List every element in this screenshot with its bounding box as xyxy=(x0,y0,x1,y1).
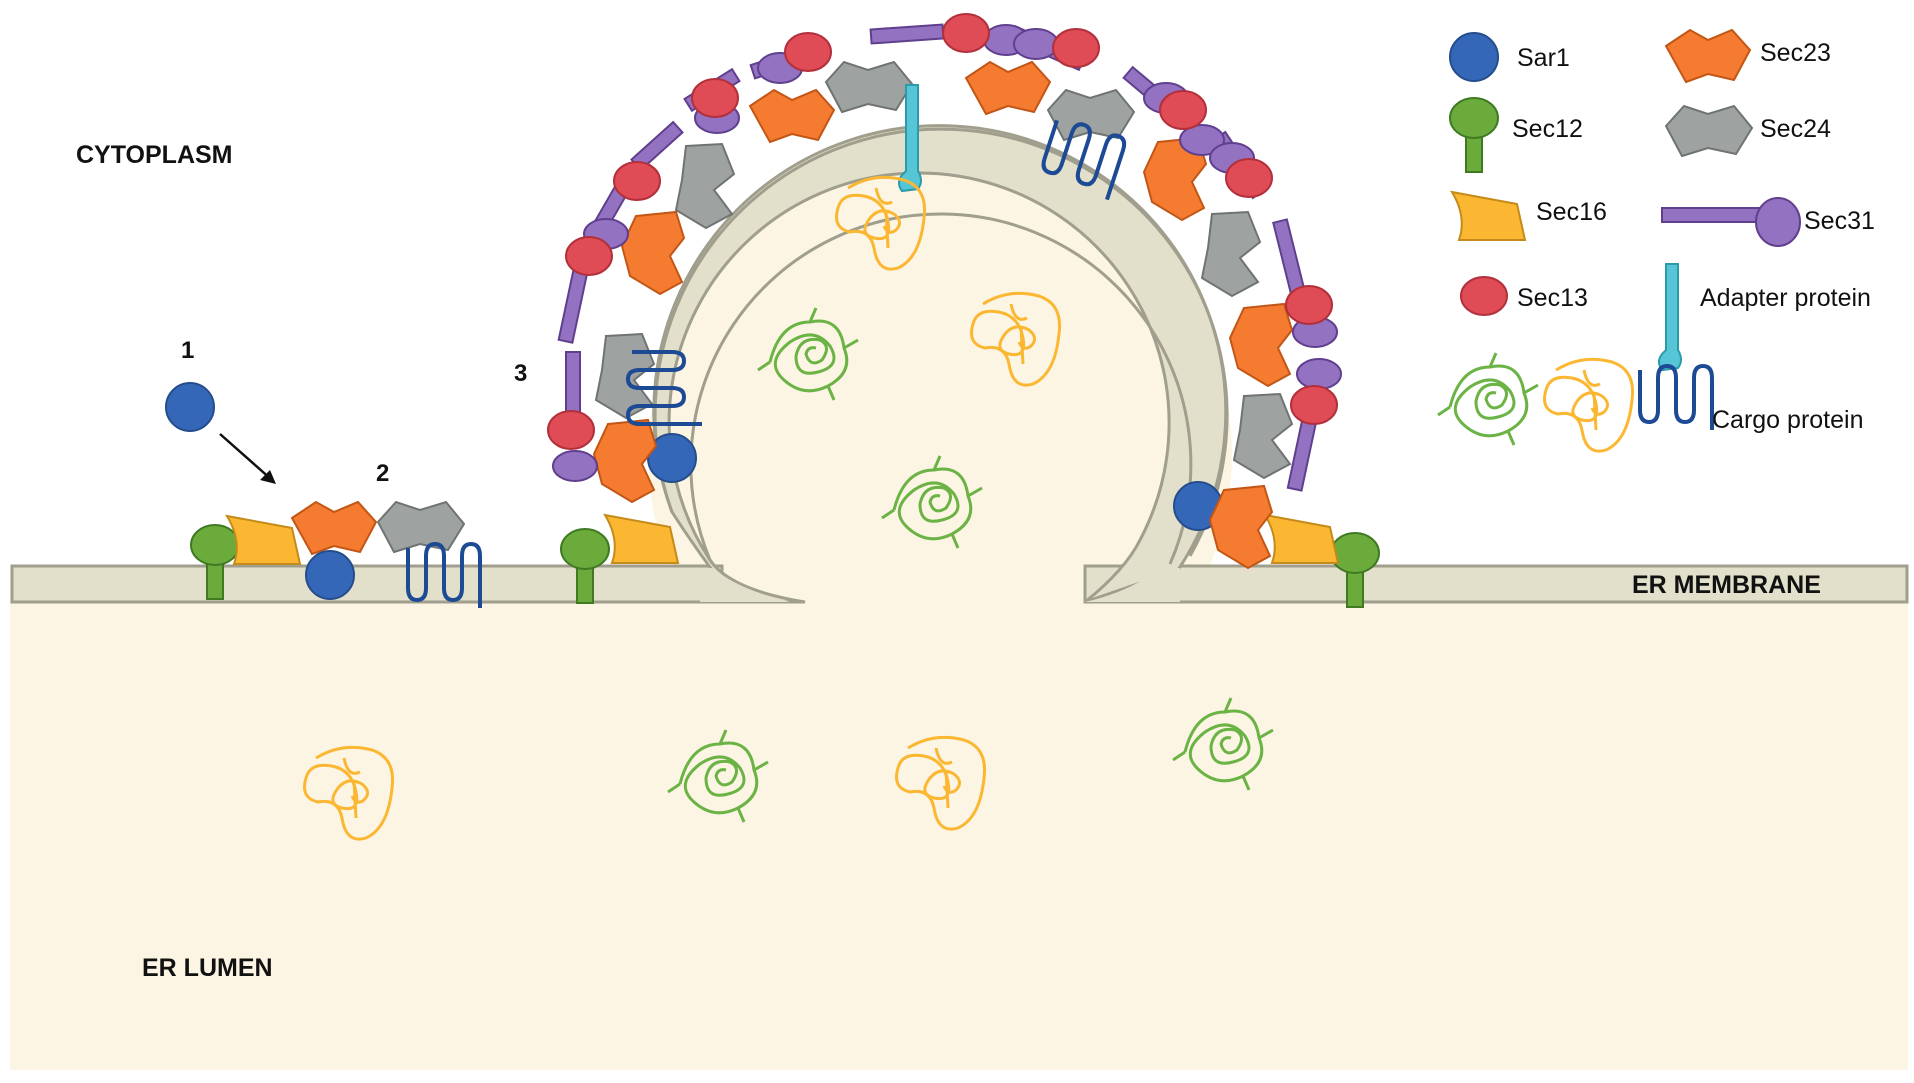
sec23-bud xyxy=(1229,303,1293,387)
sec23-bud xyxy=(749,89,835,143)
step-1-label: 1 xyxy=(181,337,194,364)
sec23-icon xyxy=(1665,29,1751,83)
step-2-label: 2 xyxy=(376,460,389,487)
legend: Sar1 Sec12 Sec16 Sec13 Sec23 Sec24 Sec31… xyxy=(1436,29,1875,453)
sec24-bud xyxy=(825,61,913,113)
recruitment-arrow xyxy=(219,433,276,484)
legend-sec24-label: Sec24 xyxy=(1760,115,1831,143)
legend-sec31-label: Sec31 xyxy=(1804,207,1875,235)
sec23-bud xyxy=(1209,485,1273,569)
sec31-icon xyxy=(1661,197,1801,247)
sec23-step2 xyxy=(291,501,377,555)
sec24-bud xyxy=(1201,211,1261,297)
sec24-bud xyxy=(1233,393,1293,479)
sec23-bud xyxy=(593,419,657,503)
bud-membrane xyxy=(652,124,1228,604)
legend-cargo-label: Cargo protein xyxy=(1712,406,1863,434)
er-lumen-label: ER LUMEN xyxy=(142,954,273,982)
er-membrane-label: ER MEMBRANE xyxy=(1632,571,1821,599)
adapter-protein-icon xyxy=(1658,263,1682,371)
legend-sec12-label: Sec12 xyxy=(1512,115,1583,143)
legend-adapter-label: Adapter protein xyxy=(1700,284,1871,312)
sec16-bud-right xyxy=(1264,514,1339,564)
sec23-bud xyxy=(621,211,685,295)
sec13-icon xyxy=(1460,276,1508,316)
sec12-icon xyxy=(1449,97,1499,173)
er-membrane-left xyxy=(10,564,724,604)
cargo-yellow-icon xyxy=(1543,357,1635,453)
sec23-bud xyxy=(965,61,1051,115)
sec24-bud xyxy=(675,143,735,229)
cytoplasm-label: CYTOPLASM xyxy=(76,141,233,169)
legend-sec16-label: Sec16 xyxy=(1536,198,1607,226)
legend-sec13-label: Sec13 xyxy=(1517,284,1588,312)
cargo-green-icon xyxy=(1436,351,1540,447)
sec24-icon xyxy=(1665,105,1753,157)
legend-sec23-label: Sec23 xyxy=(1760,39,1831,67)
sec16-icon xyxy=(1451,191,1526,241)
sar1-step2 xyxy=(305,550,355,600)
cargo-membrane-icon xyxy=(1638,364,1714,432)
er-membrane-right xyxy=(1083,564,1909,604)
step-3-label: 3 xyxy=(514,360,527,387)
sec24-step2 xyxy=(377,501,465,553)
legend-sar1-label: Sar1 xyxy=(1517,44,1570,72)
sar1-icon xyxy=(1449,32,1499,82)
sar1-free xyxy=(165,382,215,432)
sec16-step2 xyxy=(226,515,301,565)
